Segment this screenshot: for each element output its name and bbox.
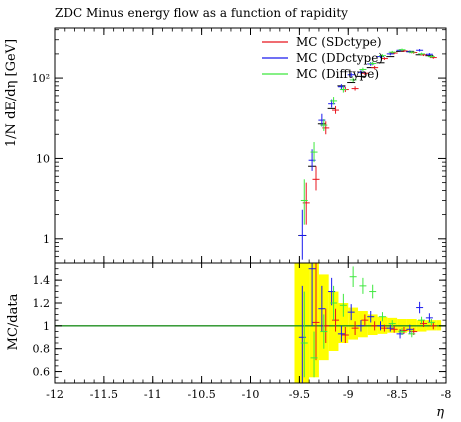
series-2-point-10 — [398, 48, 406, 52]
series-2-point-3 — [330, 97, 338, 105]
legend-label-0: MC (SDctype) — [296, 35, 382, 49]
series-2-ratio-2 — [320, 314, 328, 349]
main-y-tick-label-2: 10² — [32, 72, 50, 85]
series-2-point-5 — [349, 77, 357, 83]
data-marks — [298, 48, 437, 383]
series-2-ratio-9 — [388, 320, 396, 327]
axis-ticks: -12 -11.5 -11 -10.5 -10 -9.5 -9 -8.5 -8 1 10 10² 0.6… — [32, 28, 452, 401]
series-2-ratio-3 — [330, 285, 338, 321]
series-1-ratio-5 — [347, 304, 355, 321]
series-2-ratio-6 — [359, 277, 367, 294]
ratio-band-segment-7 — [367, 314, 378, 335]
series-1-ratio-9 — [386, 324, 394, 332]
ratio-y-tick-label-1: 0.8 — [33, 343, 51, 356]
x-tick-label-7: -8.5 — [387, 388, 408, 401]
ratio-y-tick-label-4: 1.4 — [33, 274, 51, 287]
series-2-point-6 — [359, 67, 367, 72]
series-1-ratio-4 — [337, 325, 345, 342]
x-tick-label-6: -9 — [343, 388, 354, 401]
ratio-band-segment-3 — [328, 291, 339, 351]
series-2-ratio-4 — [339, 293, 347, 317]
series-1-ratio-2 — [318, 285, 326, 332]
legend-item-0: MC (SDctype) — [262, 35, 382, 49]
series-1-point-0 — [298, 209, 306, 260]
main-y-tick-label-1: 10 — [36, 152, 50, 165]
legend-label-2: MC (Difftype) — [296, 67, 379, 81]
series-0-point-5 — [351, 86, 359, 91]
series-1-point-12 — [416, 49, 424, 52]
x-tick-label-4: -10 — [242, 388, 260, 401]
series-2-point-9 — [388, 50, 396, 54]
x-tick-label-0: -12 — [46, 388, 64, 401]
series-0-point-6 — [361, 71, 369, 76]
x-tick-label-5: -9.5 — [289, 388, 310, 401]
series-1-ratio-6 — [357, 320, 365, 332]
series-1-ratio-7 — [367, 311, 375, 323]
series-2-point-13 — [427, 55, 435, 58]
legend-label-1: MC (DDctype) — [296, 51, 383, 65]
ratio-y-axis-label: MC/data — [6, 293, 21, 350]
ratio-y-tick-label-3: 1.2 — [33, 297, 51, 310]
series-2-point-12 — [418, 52, 426, 56]
series-2-point-2 — [320, 118, 328, 131]
series-2-point-0 — [300, 179, 308, 225]
series-1-ratio-8 — [377, 321, 385, 331]
series-0-ratio-9 — [390, 325, 398, 333]
series-1-ratio-1 — [308, 263, 316, 326]
series-2-ratio-7 — [369, 284, 377, 299]
series-2-point-4 — [339, 86, 347, 93]
x-tick-label-3: -10.5 — [188, 388, 216, 401]
chart-title: ZDC Minus energy flow as a function of r… — [55, 6, 348, 20]
series-1-ratio-11 — [406, 324, 414, 334]
x-tick-label-2: -11 — [144, 388, 162, 401]
ratio-y-tick-label-0: 0.6 — [33, 366, 51, 379]
series-1-ratio-13 — [425, 313, 433, 323]
series-0-ratio-8 — [380, 324, 388, 332]
series-0-point-8 — [380, 57, 388, 60]
series-1-point-13 — [425, 53, 433, 56]
series-0-point-3 — [332, 105, 340, 114]
series-2-point-11 — [408, 50, 416, 54]
legend-item-2: MC (Difftype) — [262, 67, 379, 81]
series-0-point-1 — [312, 166, 320, 191]
series-2-point-8 — [378, 54, 386, 58]
series-0-ratio-7 — [371, 321, 379, 331]
x-tick-label-1: -11.5 — [90, 388, 118, 401]
main-panel-frame — [54, 27, 447, 264]
x-tick-label-8: -8 — [441, 388, 452, 401]
series-2-ratio-12 — [418, 316, 426, 324]
series-0-ratio-4 — [341, 327, 349, 343]
series-1-point-9 — [386, 52, 394, 56]
series-2-ratio-1 — [310, 331, 318, 378]
ratio-y-tick-label-2: 1 — [43, 320, 50, 333]
series-0-ratio-6 — [361, 314, 369, 326]
series-2-point-7 — [369, 61, 377, 66]
series-2-ratio-0 — [300, 291, 308, 378]
main-y-axis-label: 1/N dE/dη [GeV] — [4, 39, 19, 147]
legend: MC (SDctype) MC (DDctype) MC (Difftype) — [262, 35, 383, 81]
series-0-ratio-5 — [351, 321, 359, 335]
series-2-ratio-8 — [378, 312, 386, 322]
series-2-ratio-5 — [349, 266, 357, 287]
series-0-ratio-1 — [312, 263, 320, 361]
ratio-band-segment-1 — [309, 263, 319, 378]
series-2-ratio-11 — [408, 330, 416, 338]
series-2-point-1 — [310, 142, 318, 163]
series-2-ratio-10 — [398, 328, 406, 335]
main-y-tick-label-0: 1 — [43, 233, 50, 246]
series-1-point-6 — [357, 70, 365, 75]
legend-item-1: MC (DDctype) — [262, 51, 383, 65]
series-1-point-5 — [347, 72, 355, 78]
series-0-point-7 — [371, 65, 379, 70]
ratio-band-segment-4 — [338, 303, 349, 343]
series-2-ratio-13 — [427, 319, 435, 326]
ratio-band-segment-6 — [358, 311, 368, 338]
ratio-band-segment-5 — [348, 307, 359, 340]
x-axis-label: η — [436, 405, 444, 420]
series-1-ratio-12 — [416, 301, 424, 314]
